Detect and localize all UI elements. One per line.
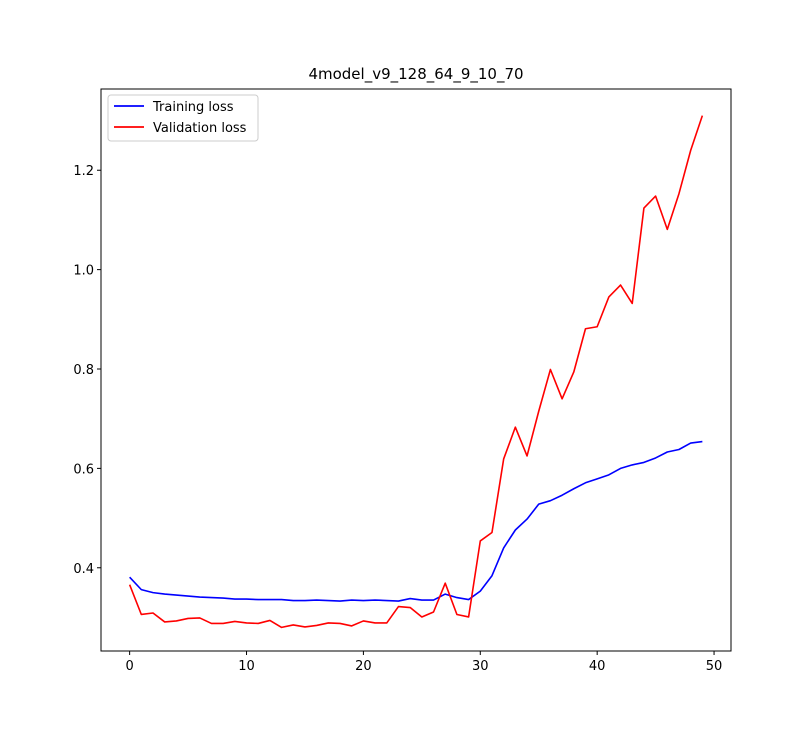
- legend: Training loss Validation loss: [108, 95, 258, 141]
- legend-label-training: Training loss: [152, 100, 234, 115]
- y-tick-label: 0.6: [73, 462, 94, 477]
- y-tick-label: 1.0: [73, 264, 94, 279]
- y-tick-label: 0.8: [73, 363, 94, 378]
- x-tick-label: 20: [355, 659, 372, 674]
- plot-area-frame: [101, 89, 731, 651]
- x-tick-label: 10: [238, 659, 255, 674]
- y-tick-label: 0.4: [73, 562, 94, 577]
- y-tick-label: 1.2: [73, 164, 94, 179]
- series-line-training-loss: [130, 442, 703, 602]
- x-tick-label: 50: [706, 659, 723, 674]
- y-axis: 0.4 0.6 0.8 1.0 1.2: [73, 164, 101, 577]
- chart-title: 4model_v9_128_64_9_10_70: [308, 65, 523, 84]
- x-tick-label: 40: [589, 659, 606, 674]
- x-tick-label: 0: [125, 659, 133, 674]
- x-axis: 0 10 20 30 40 50: [125, 651, 722, 674]
- legend-label-validation: Validation loss: [153, 121, 247, 136]
- x-tick-label: 30: [472, 659, 489, 674]
- series-line-validation-loss: [130, 116, 703, 628]
